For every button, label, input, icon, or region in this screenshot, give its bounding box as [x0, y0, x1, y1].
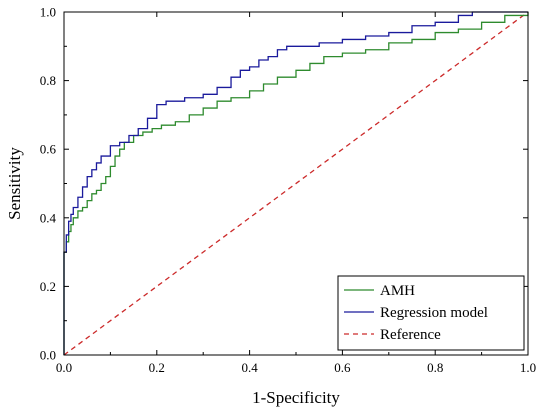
x-tick-label: 0.6 [334, 360, 351, 375]
series-line-reference [63, 11, 529, 356]
series-layer [63, 11, 529, 356]
series-line-regression-model [63, 11, 528, 355]
legend: AMH Regression model Reference [337, 275, 525, 351]
axis-ticks: 0.0 0.2 0.4 0.6 0.8 1.0 0.0 0.2 0.4 0.6 0.8 1.0 [40, 5, 536, 376]
y-tick-label: 0.4 [40, 210, 57, 225]
series-line-amh [63, 12, 529, 355]
x-tick-label: 0.0 [56, 360, 72, 375]
legend-label: Reference [380, 327, 441, 343]
x-tick-label: 0.8 [427, 360, 443, 375]
x-tick-label: 0.2 [149, 360, 165, 375]
y-tick-label: 0.8 [40, 73, 56, 88]
y-tick-label: 0.6 [40, 142, 57, 157]
legend-label: AMH [380, 283, 415, 299]
x-tick-label: 0.4 [241, 360, 258, 375]
y-tick-label: 0.2 [40, 279, 56, 294]
x-tick-label: 1.0 [520, 360, 536, 375]
legend-box [337, 275, 525, 351]
legend-label: Regression model [380, 305, 488, 321]
x-axis-label: 1-Specificity [252, 388, 340, 407]
y-tick-label: 1.0 [40, 5, 56, 20]
y-tick-label: 0.0 [40, 348, 56, 363]
y-axis-label: Sensitivity [5, 147, 24, 220]
